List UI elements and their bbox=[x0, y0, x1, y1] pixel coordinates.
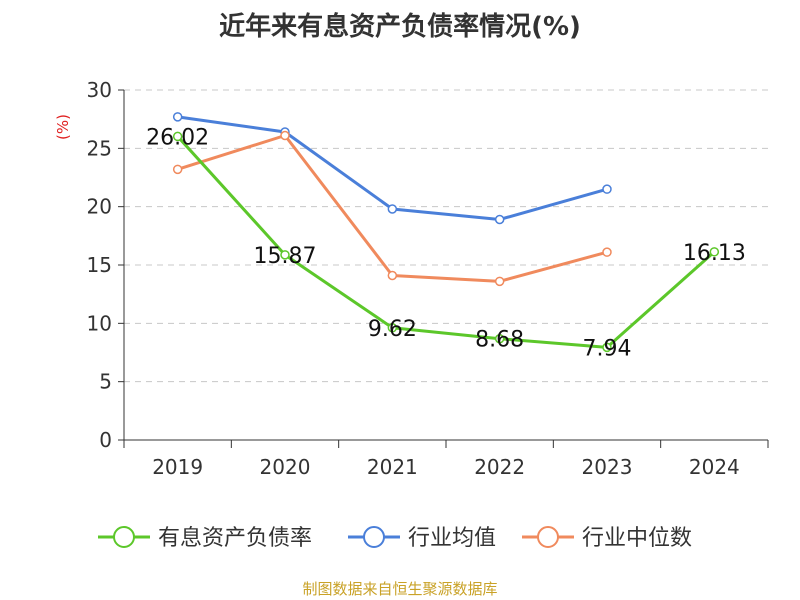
y-tick-label: 30 bbox=[87, 78, 112, 102]
series-line bbox=[177, 115, 608, 221]
data-point bbox=[494, 333, 505, 344]
data-point bbox=[280, 130, 290, 141]
x-tick-label: 2023 bbox=[582, 455, 633, 479]
x-tick-label: 2020 bbox=[260, 455, 311, 479]
data-label: 7.94 bbox=[583, 336, 632, 361]
y-tick-label: 0 bbox=[99, 428, 112, 452]
data-point bbox=[602, 247, 612, 257]
y-tick-label: 20 bbox=[87, 195, 112, 219]
data-point bbox=[172, 131, 183, 142]
series-line bbox=[176, 135, 716, 349]
data-point bbox=[387, 204, 398, 214]
data-label: 9.62 bbox=[368, 317, 417, 342]
y-tick-label: 5 bbox=[99, 370, 112, 394]
legend-marker bbox=[363, 526, 385, 548]
x-tick-label: 2022 bbox=[474, 455, 525, 479]
legend-label: 行业中位数 bbox=[582, 526, 692, 551]
data-point bbox=[172, 112, 183, 122]
legend-label: 有息资产负债率 bbox=[158, 526, 312, 551]
legend-marker bbox=[113, 526, 135, 548]
data-point bbox=[280, 250, 290, 260]
x-tick-label: 2019 bbox=[152, 455, 203, 479]
x-tick-label: 2024 bbox=[689, 455, 740, 479]
data-source-note: 制图数据来自恒生聚源数据库 bbox=[302, 580, 498, 598]
data-point bbox=[494, 214, 505, 225]
data-point bbox=[709, 247, 720, 257]
y-tick-label: 25 bbox=[87, 136, 112, 160]
data-point bbox=[387, 323, 398, 333]
data-label: 8.68 bbox=[475, 328, 524, 353]
data-label: 16.13 bbox=[683, 241, 746, 266]
data-label: 15.87 bbox=[254, 244, 317, 269]
data-point bbox=[172, 164, 183, 175]
chart-title: 近年来有息资产负债率情况(%) bbox=[219, 12, 581, 42]
y-tick-label: 15 bbox=[87, 253, 112, 277]
x-tick-label: 2021 bbox=[367, 455, 418, 479]
data-label: 26.02 bbox=[146, 125, 209, 150]
legend-label: 行业均值 bbox=[408, 526, 496, 551]
data-point bbox=[387, 270, 398, 281]
data-point bbox=[494, 276, 505, 287]
legend-marker bbox=[537, 526, 559, 548]
data-point bbox=[602, 342, 612, 353]
y-tick-label: 10 bbox=[87, 311, 112, 335]
y-axis-unit-label: (%) bbox=[54, 114, 72, 140]
data-point bbox=[602, 184, 612, 194]
